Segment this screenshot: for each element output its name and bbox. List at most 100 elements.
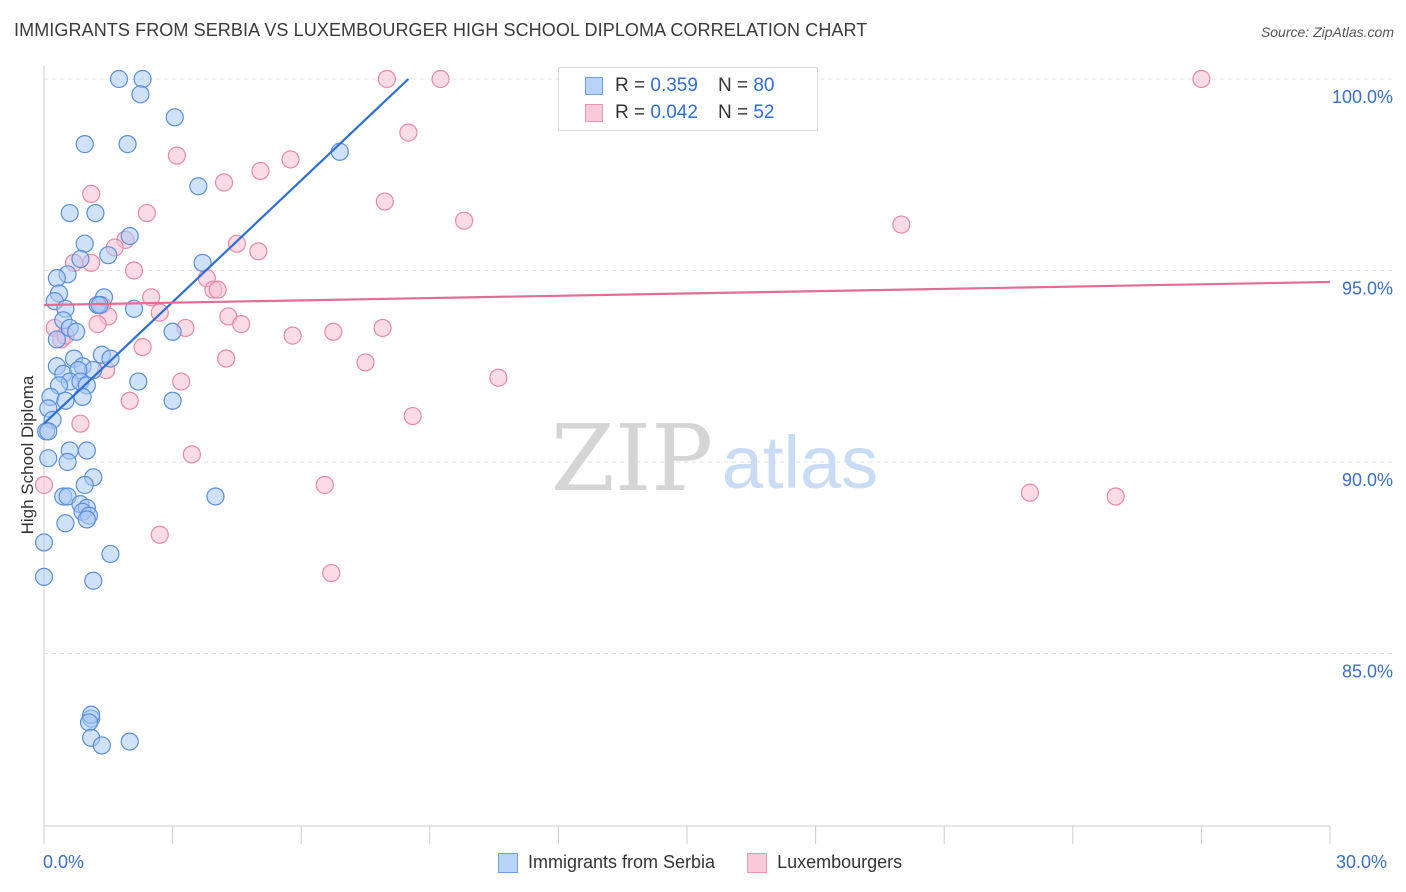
legend-n-value: 52 [753,102,775,123]
serbia-point [56,391,75,410]
serbia-point [124,299,144,318]
luxembourgers-trend-line [43,280,1331,307]
luxembourgers-point [142,288,161,307]
legend-r-value: 0.042 [650,102,698,123]
serbia-point [75,475,94,495]
luxembourgers-point [283,326,302,345]
luxembourgers-point [227,234,246,253]
serbia-point [129,372,148,391]
serbia-point [86,203,105,223]
luxembourgers-point [172,372,191,391]
y-tick-label: 85.0% [1342,662,1393,682]
serbia-point [60,203,79,223]
luxembourgers-point [356,353,375,372]
serbia-point [101,544,120,564]
y-tick-label: 90.0% [1342,470,1393,490]
luxembourgers-point [150,525,169,544]
luxembourgers-point [403,406,422,426]
luxembourgers-point [281,150,300,169]
watermark-zip: ZIP [551,405,713,512]
serbia-point [56,514,75,533]
serbia-trend-line [43,78,410,425]
legend-r-label: R = [615,102,646,123]
serbia-point [84,571,103,590]
x-tick-max: 30.0% [1336,852,1388,872]
legend-item-luxembourgers[interactable]: Luxembourgers [747,852,902,873]
luxembourgers-point [1192,69,1211,89]
luxembourgers-point [120,391,139,410]
serbia-point [58,452,77,472]
trend-lines [43,78,1331,425]
serbia-point [101,349,120,368]
serbia-point [71,249,90,269]
serbia-point [47,269,66,288]
correlation-legend: R = 0.359 N = 80 R = 0.042 N = 52 [558,67,818,131]
watermark-atlas: atlas [722,421,878,504]
legend-r-value: 0.359 [650,75,698,96]
serbia-point [75,135,94,154]
serbia-point [67,322,86,341]
y-axis-label: High School Diploma [18,375,37,535]
legend-swatch-luxembourgers [585,104,603,122]
legend-label-luxembourgers: Luxembourgers [777,852,903,872]
serbia-point [165,108,184,127]
serbia-point [47,330,66,349]
serbia-point [189,177,208,196]
y-tick-labels: 85.0% 90.0% 95.0% 100.0% [1332,87,1393,682]
legend-swatch-luxembourgers [747,852,768,873]
legend-row-luxembourgers: R = 0.042 N = 52 [585,101,774,125]
legend-row-serbia: R = 0.359 N = 80 [585,74,774,98]
luxembourgers-point [217,349,236,368]
serbia-point [120,732,139,751]
luxembourgers-point [324,322,343,341]
serbia-point [131,85,150,104]
legend-r-label: R = [615,75,646,96]
legend-n-value: 80 [753,75,775,96]
legend-swatch-serbia [498,852,518,873]
luxembourgers-point [249,242,268,261]
luxembourgers-point [373,318,392,338]
serbia-point [120,226,139,246]
serbia-point [330,142,349,161]
luxembourgers-point [88,315,107,334]
serbia-point [77,441,96,460]
serbia-point [34,567,54,587]
luxembourgers-point [377,69,397,89]
legend-n-label: N = [717,102,749,123]
serbia-point [163,391,182,410]
luxembourgers-point [208,280,227,299]
luxembourgers-point [182,445,201,464]
grid-layer [44,78,1395,654]
luxembourgers-point [375,192,394,211]
watermark: ZIP atlas [551,405,878,512]
serbia-point [73,387,92,406]
luxembourgers-point [892,215,911,234]
luxembourgers-point [251,161,270,181]
luxembourgers-point [489,368,508,387]
luxembourgers-point [214,173,234,192]
serbia-point [75,234,94,253]
serbia-point [39,422,58,441]
serbia-point [118,135,137,154]
luxembourgers-point [315,475,334,495]
serbia-point [206,487,225,506]
chart-title: IMMIGRANTS FROM SERBIA VS LUXEMBOURGER H… [14,20,868,40]
luxembourgers-point [167,146,186,165]
serbia-point [193,253,212,272]
legend-label-serbia: Immigrants from Serbia [528,852,716,872]
luxembourgers-point [133,338,152,357]
luxembourgers-point [454,211,474,230]
luxembourgers-point [1106,487,1125,506]
serbia-point [39,449,58,468]
legend-item-serbia[interactable]: Immigrants from Serbia [498,852,715,873]
luxembourgers-point [124,261,144,280]
series-legend: Immigrants from Serbia Luxembourgers [498,852,934,873]
serbia-point [77,510,96,529]
serbia-point [133,69,152,89]
luxembourgers-point [399,123,418,142]
source-label: Source: ZipAtlas.com [1260,24,1394,40]
serbia-point [163,322,182,341]
serbia-point [92,736,111,755]
serbia-points [34,69,349,755]
